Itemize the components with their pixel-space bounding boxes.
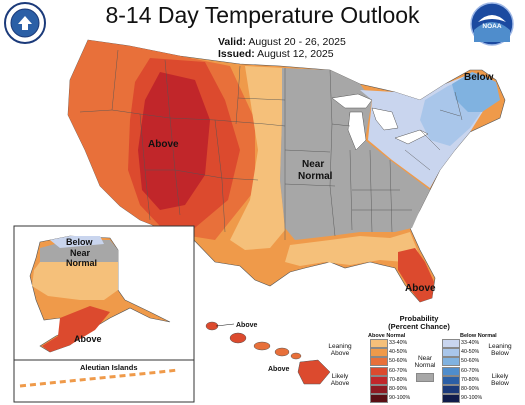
legend-above-label: 80-90% [389,386,408,392]
legend-above-swatch [370,375,388,385]
northeast-region-below-50-60 [452,72,500,112]
valid-label: Valid: [218,36,247,48]
alaska-region-above-60-70 [42,306,110,352]
legend-likely-above-2: Above [330,380,350,387]
legend-below-swatch [442,357,460,367]
legend-leaning-above-1: Leaning [328,343,352,350]
legend-above-label: 33-40% [389,340,408,346]
legend-below-label: 90-100% [461,395,483,402]
commerce-seal-logo [4,2,46,44]
state-borders [79,49,463,240]
legend-below-label: 80-90% [461,386,480,392]
legend-above-label: 40-50% [389,349,408,356]
west-region-above-70-80 [138,72,210,210]
aleutian-islands-shape [19,368,179,388]
valid-date-line: Valid: August 20 - 26, 2025 [218,36,346,48]
map-label-hawaii-above-1: Above [236,322,258,329]
legend-above-label: 50-60% [389,358,408,365]
map-label-near-center-2: Normal [298,171,333,182]
map-label-above-florida: Above [405,283,436,294]
legend-leaning-below: Leaning Below [476,343,524,357]
legend-below-swatch [442,366,460,376]
hawaii-islands [205,321,331,385]
valid-value: August 20 - 26, 2025 [248,36,346,48]
noaa-logo-text: NOAA [482,23,501,30]
legend-leaning-above-2: Above [330,350,350,357]
legend-above-swatch [370,394,388,404]
legend-near-1: Near [417,355,433,362]
gulf-region-above-33-40 [285,232,418,266]
legend-below-swatch [442,385,460,394]
legend-near-swatch [416,373,434,382]
map-label-above-west: Above [148,139,179,150]
alaska-region-below [50,236,104,248]
central-region-near-normal [280,68,430,240]
map-label-hawaii-above-2: Above [268,366,290,373]
legend-above-swatch [370,385,388,394]
aleutian-inset [13,359,195,403]
legend-above-swatch [370,366,388,376]
legend-above-heading: Above Normal [368,333,406,339]
map-label-below-northeast: Below [464,72,494,83]
map-label-alaska-near-1: Near [70,248,91,258]
legend-leaning-below-1: Leaning [488,343,512,350]
legend-likely-below: Likely Below [476,373,524,387]
legend-below-swatch [442,348,460,358]
legend-title-line-1: Probability [399,314,439,323]
legend-near-normal: Near Normal [410,355,440,369]
alaska-region-above-33-40 [32,262,118,300]
probability-legend: Probability (Percent Chance) Above Norma… [312,315,524,405]
legend-above-label: 90-100% [389,395,411,402]
legend-near-2: Normal [414,362,436,369]
issued-label: Issued: [218,48,255,60]
great-lakes [331,93,429,151]
legend-below-label: 40-50% [461,349,480,356]
legend-likely-below-1: Likely [491,373,509,380]
map-label-near-center-1: Near [302,159,324,170]
map-label-aleutian: Aleutian Islands [80,363,138,372]
legend-above-label: 70-80% [389,376,408,383]
legend-below-label: 50-60% [461,358,480,365]
legend-below-label: 70-80% [461,376,480,383]
legend-below-label: 60-70% [461,367,480,374]
legend-above-swatch [370,339,388,348]
legend-likely-above: Likely Above [312,373,368,387]
map-label-alaska-above: Above [74,334,102,344]
noaa-logo-icon: NOAA [470,2,514,46]
map-label-alaska-below: Below [66,237,94,247]
issued-date-line: Issued: August 12, 2025 [218,48,334,60]
legend-below-heading: Below Normal [460,333,497,339]
legend-above-swatch [370,348,388,358]
noaa-logo: NOAA [470,2,514,46]
hawaii-label-leader [215,323,235,327]
legend-below-swatch [442,375,460,385]
page-title: 8-14 Day Temperature Outlook [105,2,420,28]
issued-value: August 12, 2025 [257,48,334,60]
legend-below-swatch [442,339,460,348]
legend-above-swatch [370,357,388,367]
legend-likely-above-1: Likely [331,373,349,380]
legend-leaning-below-2: Below [491,350,509,357]
map-label-alaska-near-2: Normal [66,258,97,268]
plains-region-above-33-40 [230,66,285,250]
legend-title: Probability (Percent Chance) [364,315,474,331]
legend-likely-below-2: Below [491,380,509,387]
florida-region-above-60-70 [398,248,434,302]
commerce-seal-icon [4,2,46,44]
legend-below-label: 33-40% [461,340,480,346]
legend-above-label: 60-70% [389,367,408,374]
legend-below-swatch [442,394,460,404]
legend-leaning-above: Leaning Above [312,343,368,357]
legend-title-line-2: (Percent Chance) [388,322,450,331]
